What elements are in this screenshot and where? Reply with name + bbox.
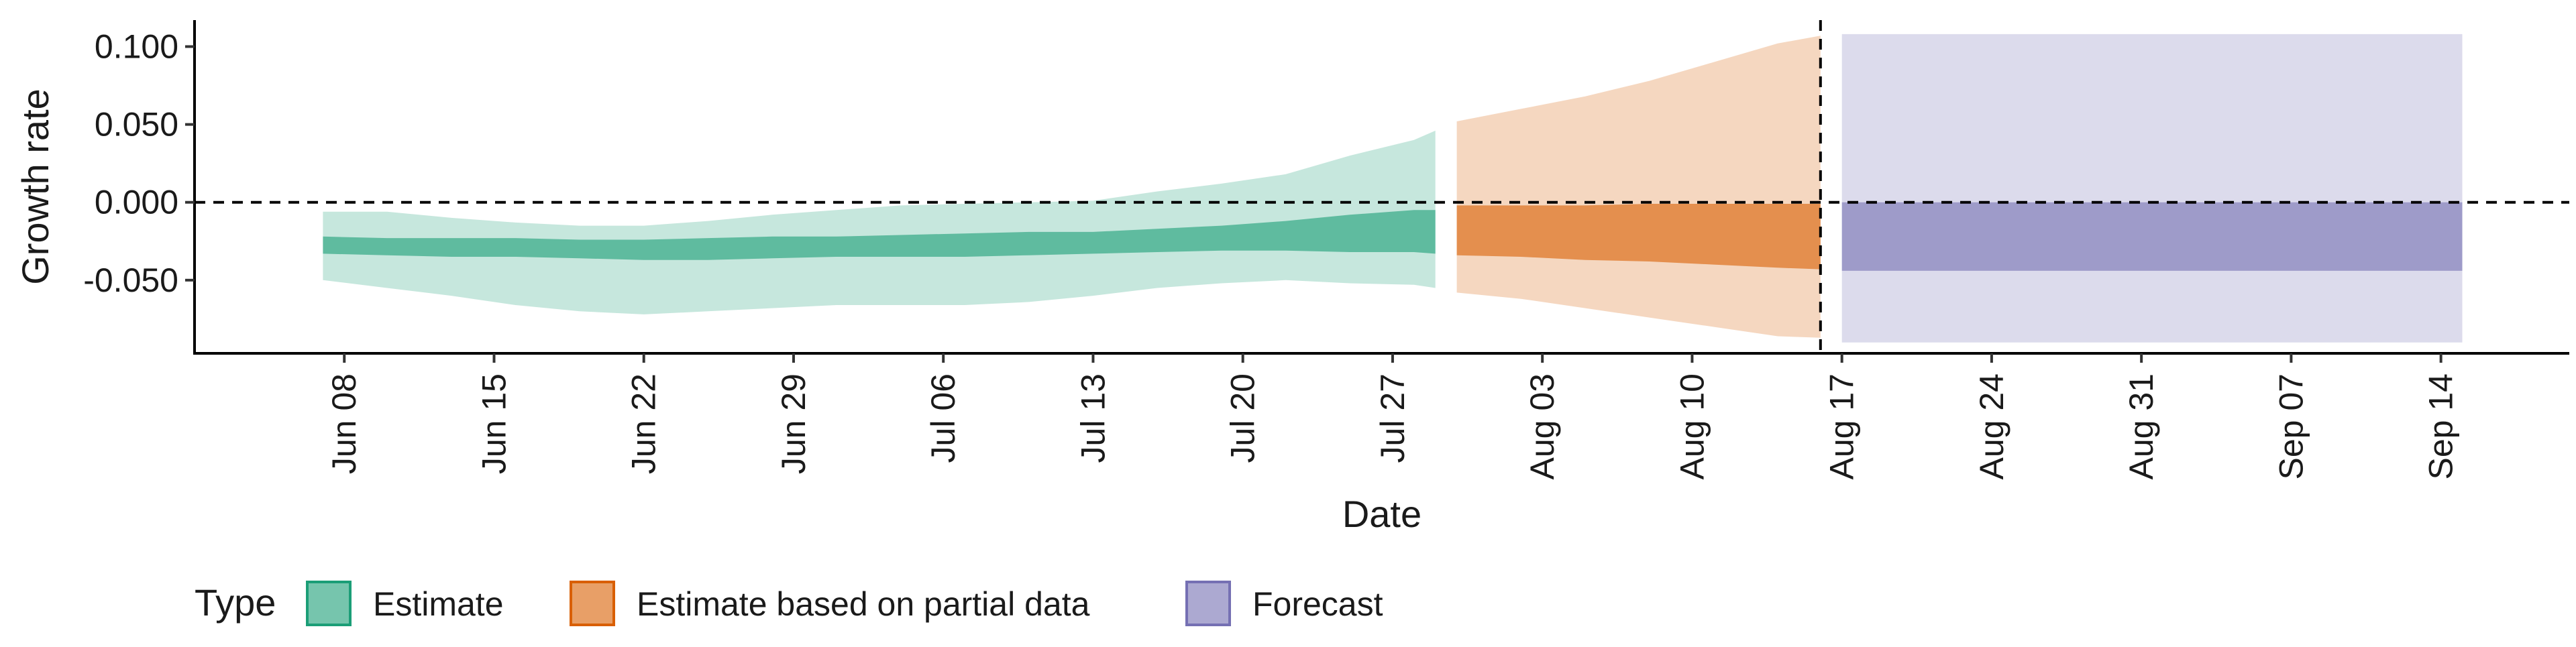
- x-tick-label: Jun 08: [325, 373, 363, 474]
- bands-layer: [323, 34, 2463, 343]
- x-tick-label: Aug 24: [1973, 373, 2010, 479]
- band-50-estimate-based-on-partial-data: [1456, 204, 1821, 270]
- y-tick-label: 0.100: [95, 27, 178, 65]
- axes: Date Growth rate 0.100 0.050 0.000 -0.050 Ju…: [14, 20, 2569, 535]
- x-tick-label: Jul 27: [1374, 373, 1411, 463]
- legend-key-forecast: [1185, 581, 1231, 626]
- x-tick-label: Jun 22: [625, 373, 663, 474]
- legend-key-estimate-based-on-partial-data: [570, 581, 615, 626]
- x-tick-label: Jun 29: [775, 373, 812, 474]
- x-tick-label: Jul 20: [1224, 373, 1262, 463]
- x-tick-label: Sep 14: [2422, 373, 2460, 479]
- y-tick-label: 0.000: [95, 184, 178, 221]
- x-tick-label: Jun 15: [475, 373, 513, 474]
- legend-label-estimate-based-on-partial-data: Estimate based on partial data: [637, 585, 1090, 623]
- band-90-estimate-based-on-partial-data: [1456, 36, 1821, 338]
- band-90-forecast: [1841, 34, 2463, 343]
- legend-key-estimate: [306, 581, 352, 626]
- reference-lines: [195, 20, 2569, 353]
- band-90-estimate: [323, 130, 1436, 314]
- legend-label-forecast: Forecast: [1252, 585, 1383, 623]
- x-tick-label: Jul 13: [1074, 373, 1112, 463]
- x-tick-label: Jul 06: [924, 373, 962, 463]
- legend: Type Estimate Estimate based on partial d…: [195, 581, 1383, 626]
- x-tick-label: Sep 07: [2272, 373, 2310, 479]
- x-tick-label: Aug 03: [1523, 373, 1561, 479]
- band-50-estimate: [323, 210, 1436, 260]
- x-axis-title: Date: [1342, 493, 1421, 535]
- x-tick-label: Aug 31: [2123, 373, 2160, 479]
- y-axis-title: Growth rate: [14, 89, 56, 285]
- x-tick-label: Aug 17: [1823, 373, 1861, 479]
- y-tick-label: 0.050: [95, 106, 178, 143]
- band-50-forecast: [1841, 202, 2463, 271]
- legend-label-estimate: Estimate: [373, 585, 504, 623]
- legend-title: Type: [195, 581, 276, 624]
- x-tick-label: Aug 10: [1673, 373, 1711, 479]
- y-tick-label: -0.050: [83, 261, 178, 299]
